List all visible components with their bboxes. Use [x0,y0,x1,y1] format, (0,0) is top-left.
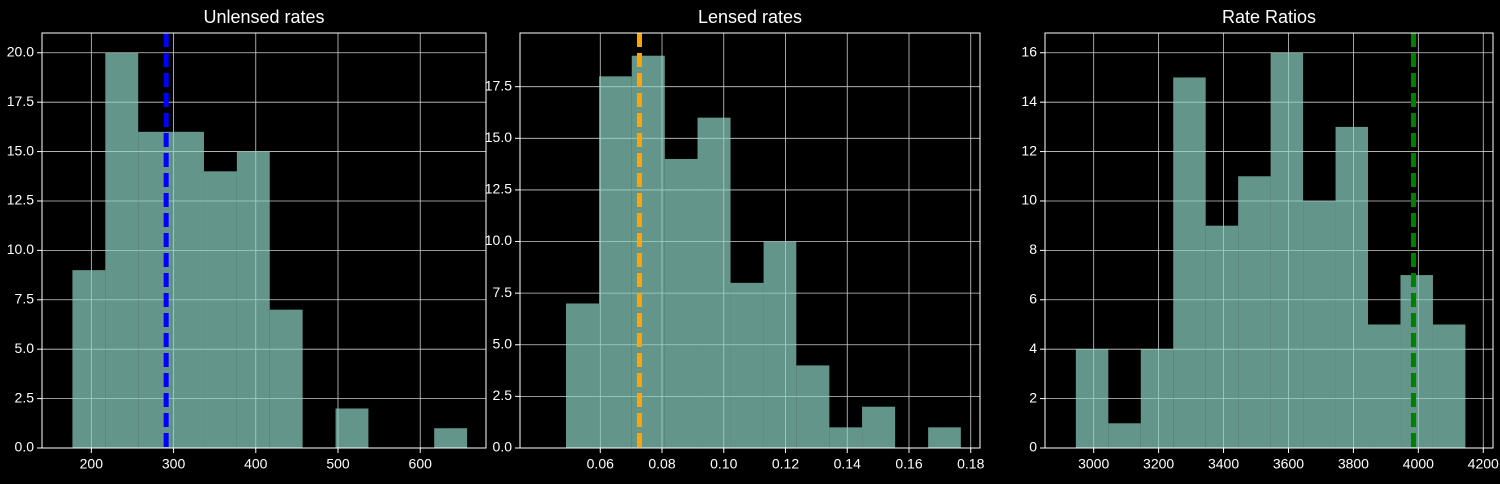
y-tick-label: 17.5 [485,77,512,93]
x-tick-label: 3400 [1208,456,1239,472]
bar [1108,423,1141,448]
y-tick-label: 2.5 [493,387,513,403]
bar [1432,324,1466,448]
x-tick-label: 0.12 [772,456,799,472]
x-tick-label: 0.06 [587,456,614,472]
chart-title: Lensed rates [698,7,802,27]
y-tick-label: 5.0 [493,335,513,351]
y-tick-label: 14 [1021,93,1037,109]
bar [1368,324,1401,448]
y-tick-label: 2 [1029,389,1037,405]
x-tick-label: 0.14 [834,456,861,472]
bar [203,171,237,449]
bar [434,428,468,448]
y-tick-label: 2.5 [15,389,35,405]
y-tick-label: 5.0 [15,340,35,356]
bar [763,241,797,448]
bar [1140,349,1174,448]
y-tick-label: 15.0 [485,129,512,145]
y-tick-label: 12 [1021,142,1037,158]
chart-title: Rate Ratios [1222,7,1316,27]
x-tick-label: 0.16 [895,456,922,472]
x-tick-label: 400 [244,456,268,472]
bar [829,427,863,448]
bar [105,52,139,449]
y-tick-label: 7.5 [493,284,513,300]
bar [1238,176,1271,448]
y-tick-label: 10.0 [485,232,512,248]
y-tick-label: 15.0 [7,142,34,158]
bar [697,117,731,449]
y-tick-label: 4 [1029,340,1037,356]
x-tick-label: 200 [80,456,104,472]
bar [664,158,698,449]
x-tick-label: 3800 [1338,456,1369,472]
y-tick-label: 10.0 [7,241,34,257]
x-tick-label: 3200 [1143,456,1174,472]
y-tick-label: 0.0 [15,439,35,455]
bar [1400,275,1433,448]
x-tick-label: 0.18 [957,456,984,472]
x-tick-label: 300 [162,456,186,472]
y-tick-label: 12.5 [7,192,34,208]
y-tick-label: 8 [1029,241,1037,257]
y-tick-label: 0 [1029,439,1037,455]
y-tick-label: 16 [1021,43,1037,59]
bar [1335,126,1369,448]
bar [1075,349,1109,448]
bar [335,408,369,448]
bar [599,76,632,448]
x-tick-label: 4200 [1468,456,1499,472]
x-tick-label: 500 [326,456,350,472]
x-tick-label: 0.08 [648,456,675,472]
bar [1270,52,1304,449]
y-tick-label: 7.5 [15,290,35,306]
bar [1205,225,1239,448]
y-tick-label: 20.0 [7,43,34,59]
y-tick-label: 12.5 [485,181,512,197]
x-tick-label: 0.10 [710,456,737,472]
bar [269,309,303,448]
chart-title: Unlensed rates [203,7,324,27]
y-tick-label: 17.5 [7,93,34,109]
bar [862,406,896,448]
bar [171,131,204,449]
bar [730,282,764,448]
bar [631,55,665,449]
bar [566,303,600,448]
y-tick-label: 0.0 [493,439,513,455]
bar [1173,77,1206,448]
axes-frame [41,32,487,449]
y-tick-label: 10 [1021,192,1037,208]
bar [236,151,270,449]
axes-frame [1044,32,1494,449]
x-tick-label: 600 [409,456,433,472]
x-tick-label: 4000 [1403,456,1434,472]
axes-frame [519,32,981,449]
y-tick-label: 6 [1029,290,1037,306]
bar [72,270,106,448]
x-tick-label: 3600 [1273,456,1304,472]
bar [796,365,830,448]
bar [1303,200,1336,448]
x-tick-label: 3000 [1078,456,1109,472]
bar [928,427,961,448]
